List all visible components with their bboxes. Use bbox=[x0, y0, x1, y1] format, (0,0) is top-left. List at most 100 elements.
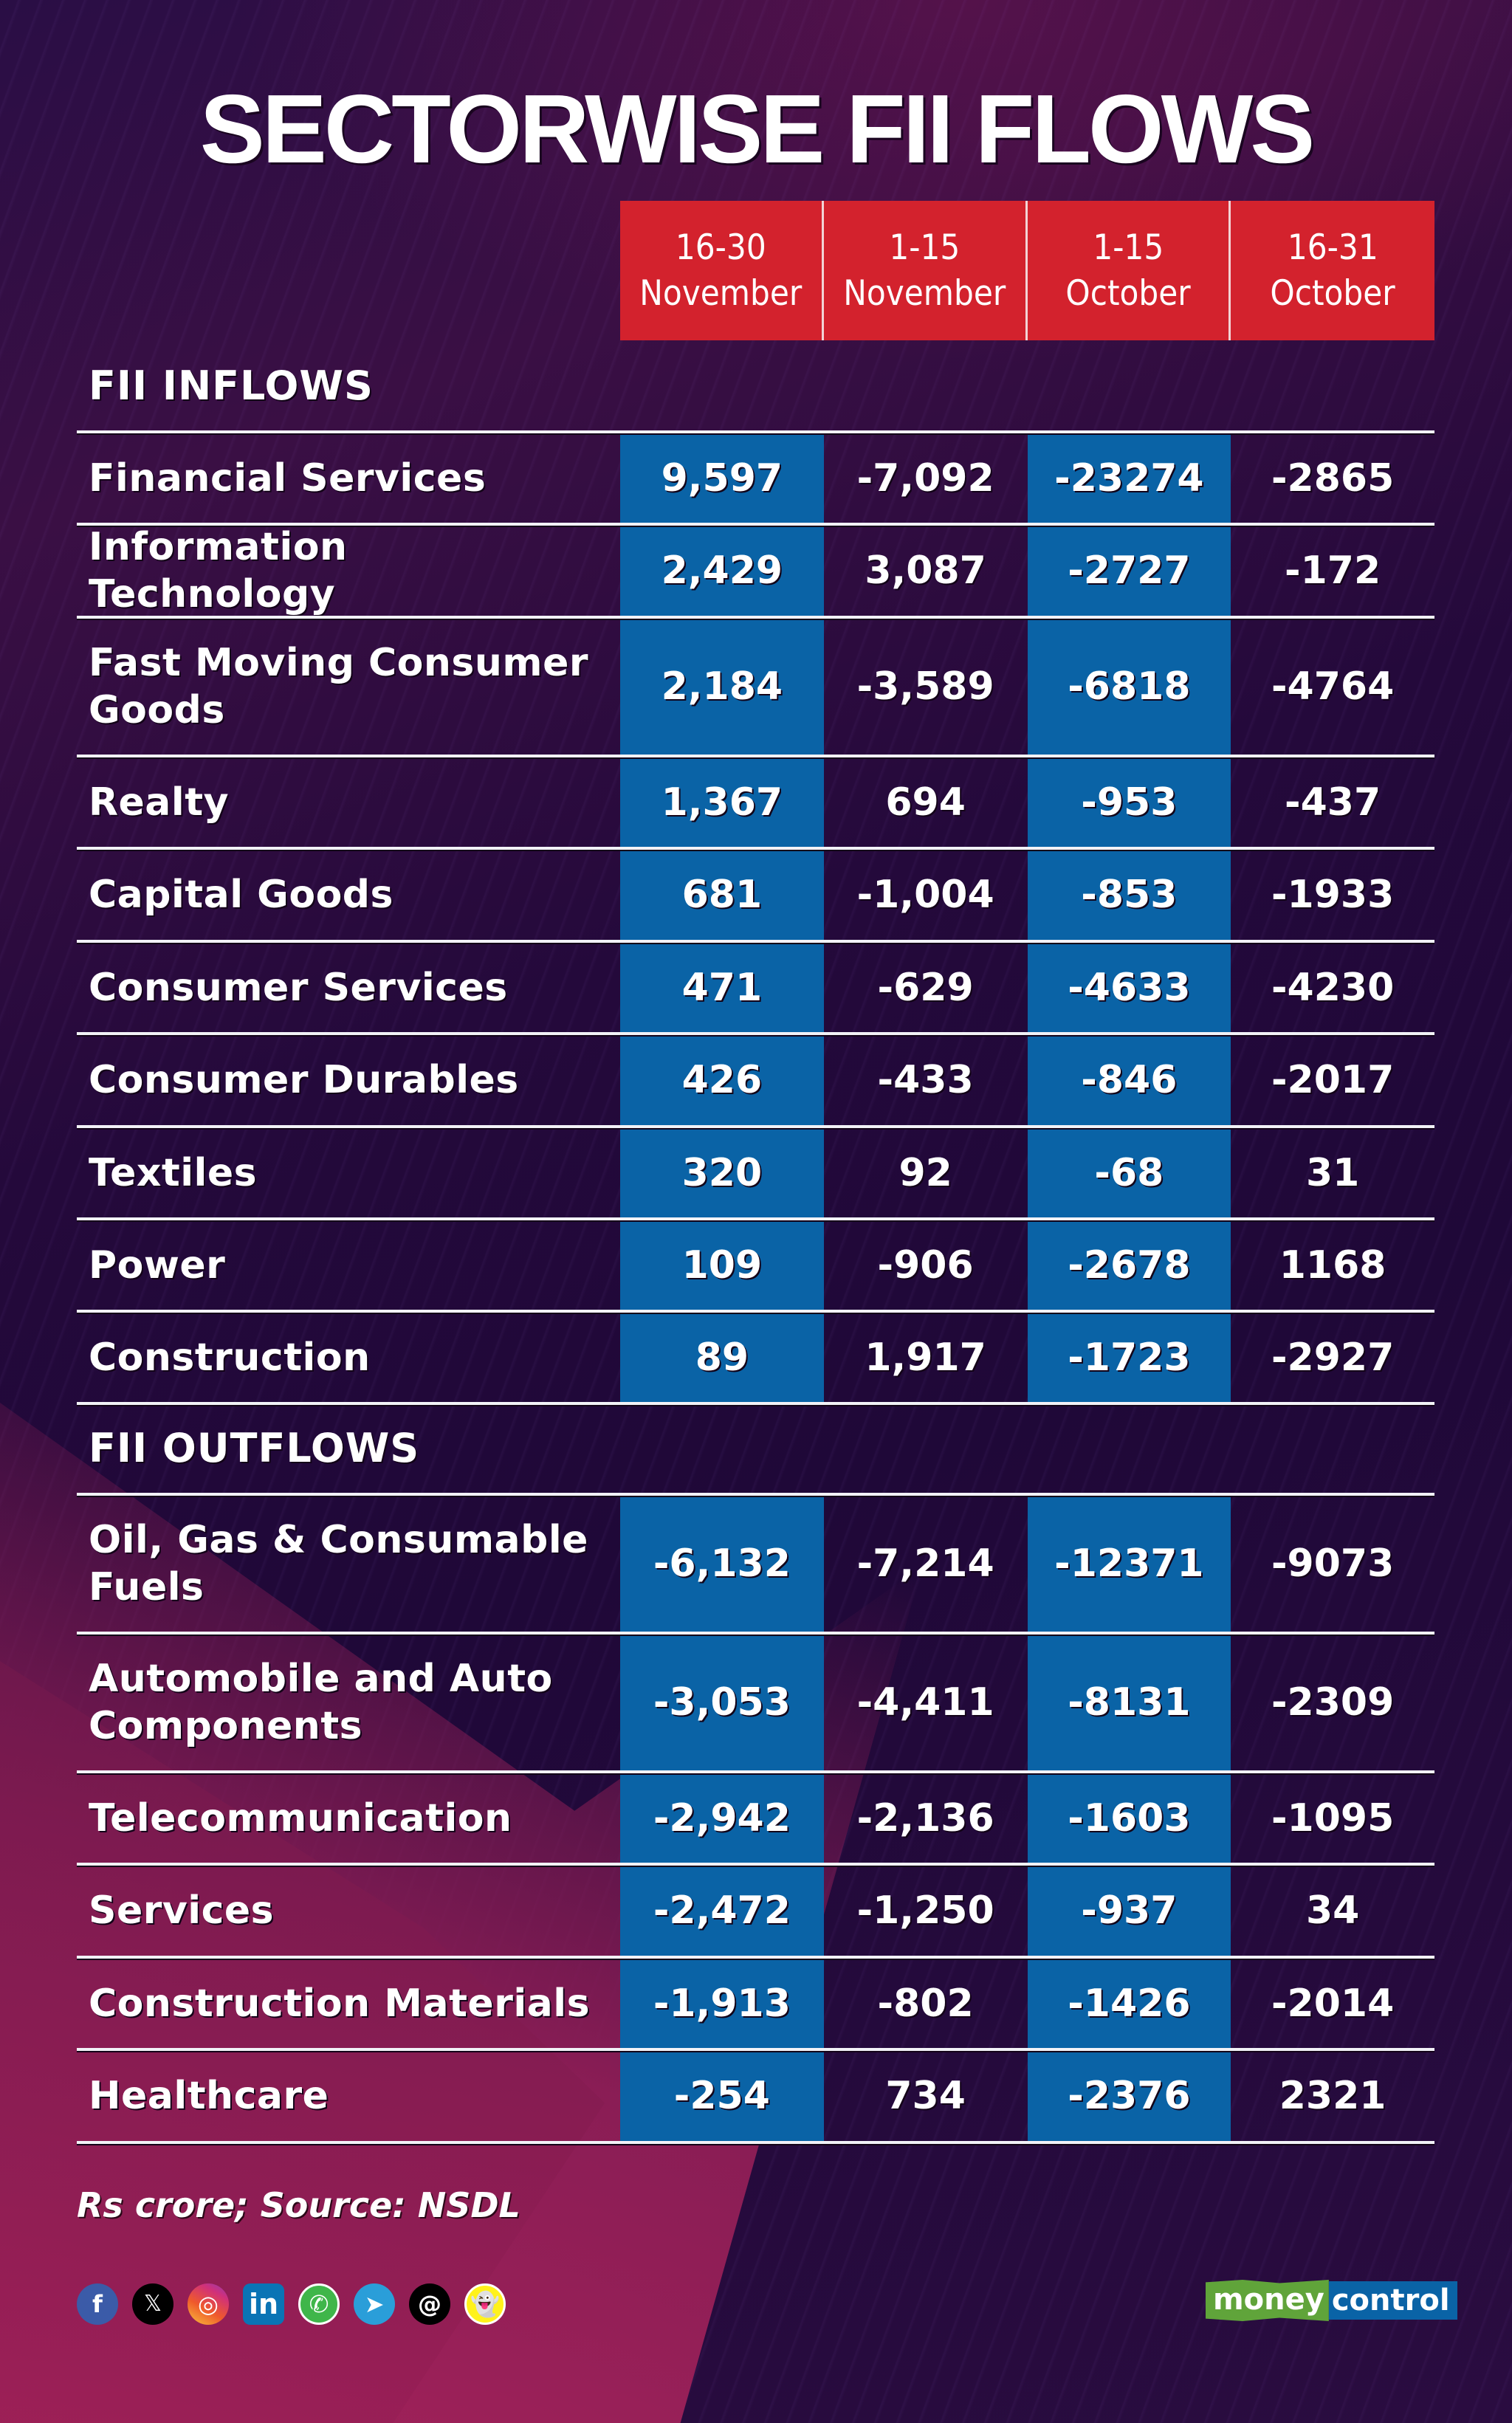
sector-label: Realty bbox=[89, 780, 229, 825]
value-cell: 92 bbox=[898, 1151, 952, 1195]
column-header-16-31-october: 16-31 October bbox=[1231, 201, 1434, 340]
value-cell: -4633 bbox=[1068, 966, 1191, 1010]
column-header-range: 1-15 bbox=[889, 227, 961, 268]
table-row: Automobile and Auto Components -3,053 -4… bbox=[77, 1635, 1434, 1770]
section-label-outflows: FII OUTFLOWS bbox=[89, 1425, 420, 1471]
row-divider bbox=[77, 2141, 1434, 2144]
value-cell: -6,132 bbox=[653, 1542, 791, 1586]
row-divider bbox=[77, 616, 1434, 619]
value-cell: -2865 bbox=[1271, 456, 1395, 501]
column-header-range: 1-15 bbox=[1092, 227, 1164, 268]
sector-label: Construction bbox=[89, 1336, 371, 1380]
instagram-icon[interactable]: ◎ bbox=[188, 2283, 229, 2325]
section-label-inflows: FII INFLOWS bbox=[89, 362, 374, 409]
table-row: Telecommunication -2,942 -2,136 -1603 -1… bbox=[77, 1773, 1434, 1863]
page-title: SECTORWISE FII FLOWS bbox=[199, 75, 1316, 183]
table-row: Power 109 -906 -2678 1168 bbox=[77, 1220, 1434, 1310]
column-header-month: November bbox=[639, 272, 803, 314]
sector-label: Financial Services bbox=[89, 456, 487, 501]
column-header-1-15-november: 1-15 November bbox=[823, 201, 1028, 340]
sector-label: Telecommunication bbox=[89, 1796, 512, 1841]
value-cell: -9073 bbox=[1271, 1542, 1395, 1586]
value-cell: -2927 bbox=[1271, 1336, 1395, 1380]
value-cell: -2309 bbox=[1271, 1680, 1395, 1725]
value-cell: 426 bbox=[681, 1058, 763, 1102]
value-cell: 3,087 bbox=[865, 549, 986, 593]
sector-label: Consumer Services bbox=[89, 966, 508, 1010]
value-cell: -23274 bbox=[1054, 456, 1204, 501]
row-divider bbox=[77, 1956, 1434, 1959]
column-header-month: October bbox=[1065, 272, 1191, 314]
highlight-column-16-30-november-inflows bbox=[620, 432, 824, 1402]
value-cell: -1095 bbox=[1271, 1796, 1395, 1841]
value-cell: -1603 bbox=[1068, 1796, 1191, 1841]
column-header-month: November bbox=[843, 272, 1006, 314]
linkedin-icon[interactable]: in bbox=[243, 2283, 284, 2325]
row-divider bbox=[77, 755, 1434, 757]
x-twitter-icon[interactable]: 𝕏 bbox=[132, 2283, 173, 2325]
value-cell: -2,136 bbox=[856, 1796, 994, 1841]
row-divider bbox=[77, 1217, 1434, 1220]
value-cell: 2,429 bbox=[661, 549, 783, 593]
table-row: Construction 89 1,917 -1723 -2927 bbox=[77, 1313, 1434, 1403]
value-cell: -7,092 bbox=[856, 456, 994, 501]
value-cell: -2727 bbox=[1068, 549, 1191, 593]
value-cell: -937 bbox=[1081, 1888, 1178, 1933]
value-cell: -3,589 bbox=[856, 664, 994, 709]
column-header-range: 16-31 bbox=[1287, 227, 1378, 268]
table-row: Consumer Durables 426 -433 -846 -2017 bbox=[77, 1035, 1434, 1125]
row-divider bbox=[77, 1125, 1434, 1128]
value-cell: 109 bbox=[681, 1243, 763, 1288]
row-divider bbox=[77, 1032, 1434, 1035]
logo-money: money bbox=[1206, 2280, 1329, 2321]
value-cell: 681 bbox=[681, 873, 763, 917]
value-cell: -1933 bbox=[1271, 873, 1395, 917]
logo-control: control bbox=[1328, 2281, 1457, 2320]
value-cell: 471 bbox=[681, 966, 763, 1010]
value-cell: -2,472 bbox=[653, 1888, 791, 1933]
telegram-icon[interactable]: ➤ bbox=[354, 2283, 395, 2325]
value-cell: -7,214 bbox=[856, 1542, 994, 1586]
sector-label: Capital Goods bbox=[89, 873, 394, 917]
value-cell: -1426 bbox=[1068, 1982, 1191, 2026]
table-row: Consumer Services 471 -629 -4633 -4230 bbox=[77, 943, 1434, 1033]
table-row: Construction Materials -1,913 -802 -1426… bbox=[77, 1959, 1434, 2049]
value-cell: -1,250 bbox=[856, 1888, 994, 1933]
table-row: Oil, Gas & Consumable Fuels -6,132 -7,21… bbox=[77, 1496, 1434, 1632]
table-row: Healthcare -254 734 -2376 2321 bbox=[77, 2051, 1434, 2141]
threads-icon[interactable]: @ bbox=[409, 2283, 450, 2325]
value-cell: -2376 bbox=[1068, 2074, 1191, 2118]
facebook-icon[interactable]: f bbox=[77, 2283, 118, 2325]
sector-label: Information Technology bbox=[89, 525, 348, 616]
value-cell: -1,913 bbox=[653, 1982, 791, 2026]
table-row: Textiles 320 92 -68 31 bbox=[77, 1128, 1434, 1218]
value-cell: -853 bbox=[1081, 873, 1178, 917]
value-cell: 320 bbox=[681, 1151, 763, 1195]
whatsapp-icon[interactable]: ✆ bbox=[298, 2283, 340, 2325]
table-row: Information Technology 2,429 3,087 -2727… bbox=[77, 525, 1434, 616]
value-cell: -2014 bbox=[1271, 1982, 1395, 2026]
sector-label: Services bbox=[89, 1888, 275, 1933]
value-cell: -437 bbox=[1285, 780, 1381, 825]
table-row: Financial Services 9,597 -7,092 -23274 -… bbox=[77, 433, 1434, 523]
row-divider bbox=[77, 940, 1434, 943]
row-divider bbox=[77, 1770, 1434, 1773]
value-cell: -8131 bbox=[1068, 1680, 1191, 1725]
value-cell: 9,597 bbox=[661, 456, 783, 501]
value-cell: 2,184 bbox=[661, 664, 783, 709]
row-divider bbox=[77, 1402, 1434, 1405]
row-divider bbox=[77, 2048, 1434, 2051]
value-cell: -1723 bbox=[1068, 1336, 1191, 1380]
value-cell: -846 bbox=[1081, 1058, 1178, 1102]
sector-label: Fast Moving Consumer Goods bbox=[89, 641, 588, 732]
value-cell: -953 bbox=[1081, 780, 1178, 825]
value-cell: -802 bbox=[877, 1982, 974, 2026]
value-cell: -6818 bbox=[1068, 664, 1191, 709]
value-cell: 734 bbox=[885, 2074, 966, 2118]
table-row: Services -2,472 -1,250 -937 34 bbox=[77, 1866, 1434, 1956]
row-divider bbox=[77, 1863, 1434, 1866]
social-links: f 𝕏 ◎ in ✆ ➤ @ 👻 bbox=[77, 2283, 506, 2325]
column-header-row: 16-30 November 1-15 November 1-15 Octobe… bbox=[620, 201, 1434, 340]
snapchat-icon[interactable]: 👻 bbox=[464, 2283, 506, 2325]
value-cell: 1168 bbox=[1279, 1243, 1386, 1288]
